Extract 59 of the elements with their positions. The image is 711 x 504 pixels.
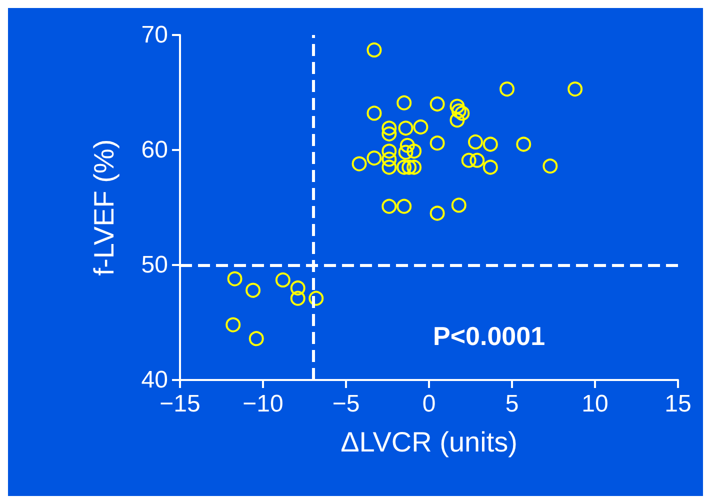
point xyxy=(396,95,412,110)
x-tick-label: 5 xyxy=(505,390,519,418)
point xyxy=(396,198,412,214)
x-tick-label: 0 xyxy=(422,390,436,418)
y-tick-label: 60 xyxy=(141,136,168,164)
point xyxy=(542,158,558,174)
point xyxy=(308,290,324,306)
point xyxy=(451,198,466,213)
point xyxy=(398,144,414,160)
point xyxy=(352,156,367,172)
point xyxy=(468,134,483,150)
point xyxy=(382,126,397,142)
y-axis-title: f-LVEF (%) xyxy=(88,139,120,276)
point xyxy=(398,120,414,136)
x-tick-label: −15 xyxy=(160,390,200,418)
point xyxy=(382,152,397,167)
point xyxy=(366,42,382,58)
point xyxy=(246,282,261,298)
point xyxy=(450,112,465,128)
point xyxy=(382,144,397,159)
x-tick-label: −5 xyxy=(332,390,360,418)
point xyxy=(382,198,397,214)
point xyxy=(382,120,397,136)
point xyxy=(406,144,422,159)
y-tick-label: 70 xyxy=(141,22,168,48)
point xyxy=(482,136,498,152)
point xyxy=(482,160,498,175)
point xyxy=(430,96,445,112)
annotation: P<0.0001 xyxy=(433,321,546,351)
point xyxy=(451,103,466,118)
y-tick-label: 50 xyxy=(141,252,168,278)
point xyxy=(406,160,422,175)
x-axis-title: ΔLVCR (units) xyxy=(340,426,518,458)
point xyxy=(430,136,445,151)
point xyxy=(454,106,470,121)
y-tick-label: 40 xyxy=(141,366,168,394)
x-tick-label: −10 xyxy=(242,390,284,418)
point xyxy=(568,82,583,97)
point xyxy=(275,272,290,288)
point xyxy=(516,136,532,152)
point xyxy=(430,206,445,221)
point xyxy=(382,160,397,175)
x-tick-label: 15 xyxy=(664,390,692,418)
point xyxy=(290,290,306,306)
point xyxy=(366,106,382,121)
point xyxy=(396,160,412,175)
point xyxy=(402,160,417,175)
point xyxy=(227,271,242,286)
point xyxy=(500,82,515,97)
point xyxy=(248,331,264,346)
point xyxy=(400,138,415,153)
point xyxy=(290,280,306,296)
x-tick-label: 10 xyxy=(582,390,608,418)
point xyxy=(413,120,428,134)
point xyxy=(450,98,465,114)
point xyxy=(470,152,485,168)
point xyxy=(461,152,476,168)
point xyxy=(366,150,382,166)
point xyxy=(226,317,241,332)
